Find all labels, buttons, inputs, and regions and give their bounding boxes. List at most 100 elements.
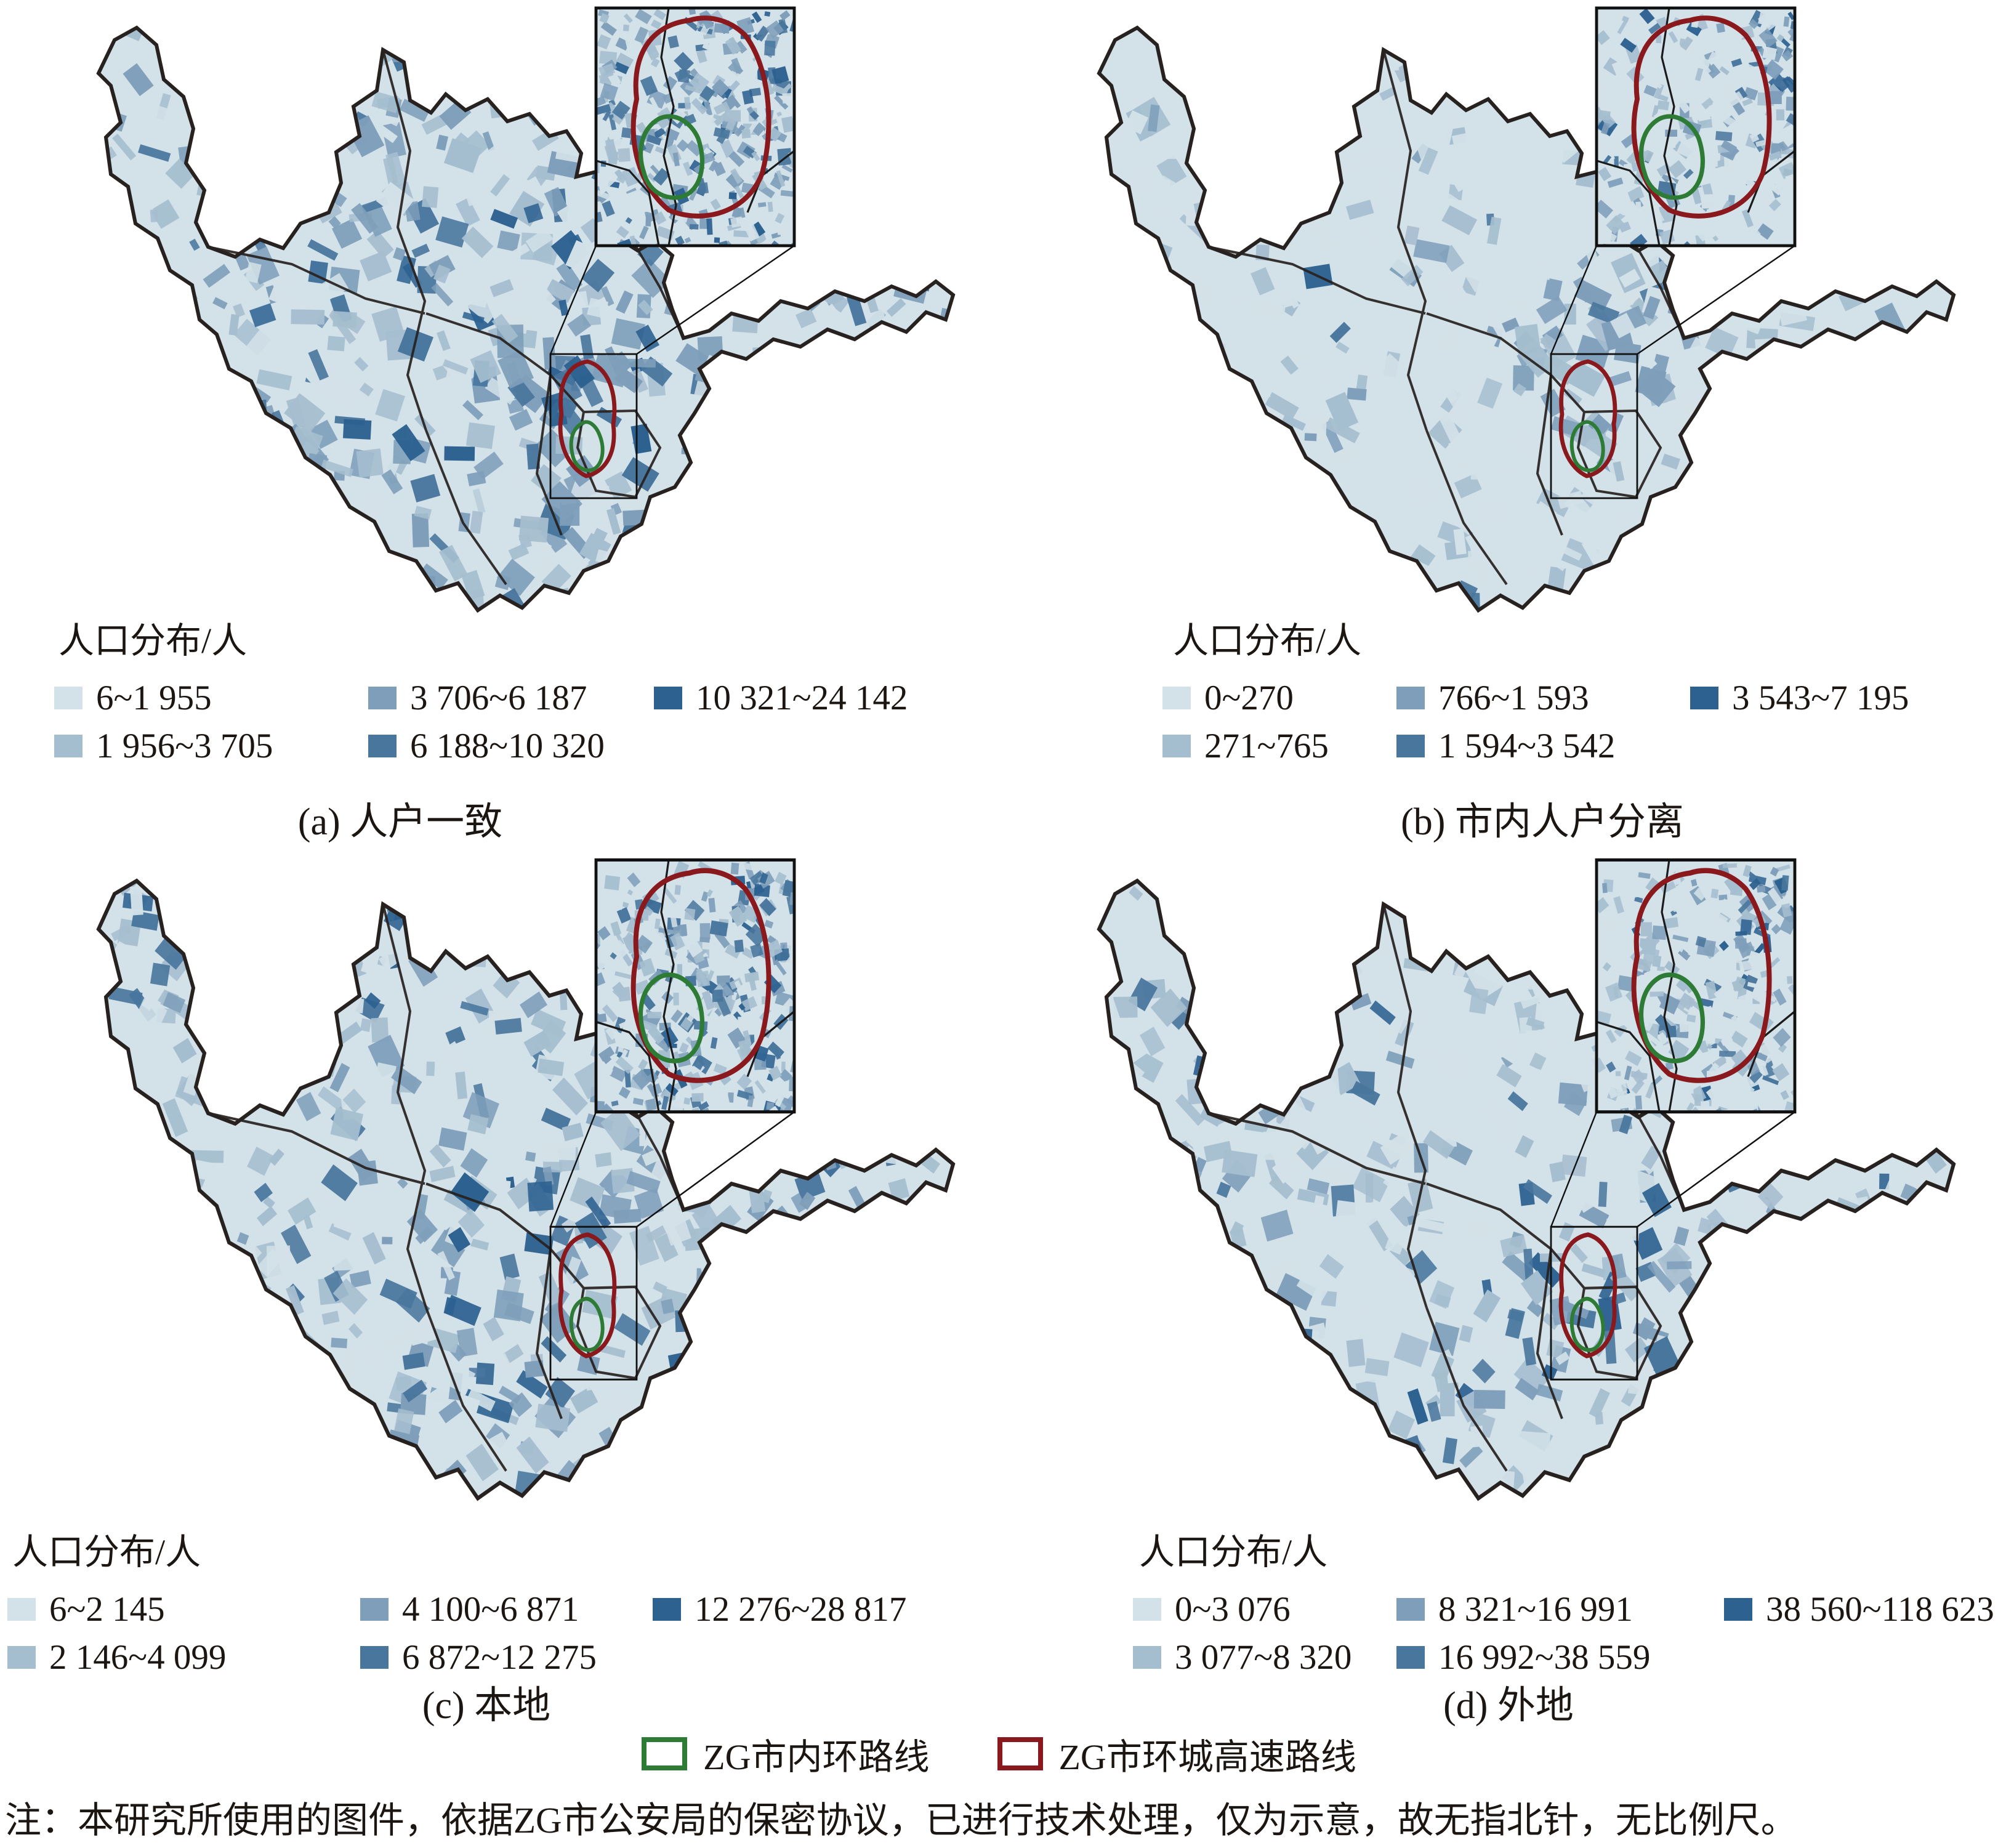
legend-swatch-class2 bbox=[1133, 1645, 1161, 1669]
ring-expressway-line bbox=[1558, 359, 1617, 478]
zoom-extent-rect bbox=[549, 353, 638, 499]
legend-swatch-class3 bbox=[1396, 686, 1425, 709]
legend-item: 3 077~8 320 bbox=[1133, 1638, 1351, 1677]
legend-item: 3 543~7 195 bbox=[1690, 679, 1909, 717]
legend-swatch-class5 bbox=[653, 1597, 681, 1621]
inset-connector-line bbox=[549, 245, 597, 355]
inset-census-cells bbox=[1597, 8, 1795, 246]
legend-item: 38 560~118 623 bbox=[1724, 1590, 1994, 1629]
ring-expressway-line bbox=[1558, 1232, 1617, 1358]
inset-connector-line bbox=[1550, 245, 1598, 355]
legend-swatch-class3 bbox=[360, 1597, 389, 1621]
city-boundary-outline bbox=[1097, 25, 1956, 613]
map-panel-b bbox=[1019, 3, 1980, 619]
map-panel-a bbox=[18, 3, 979, 619]
map-svg-b bbox=[1097, 6, 1956, 613]
panel-caption-c: (c) 本地 bbox=[422, 1685, 551, 1727]
legend-item: 8 321~16 991 bbox=[1396, 1590, 1633, 1629]
legend-swatch-class1 bbox=[54, 686, 83, 709]
inset-inner-ring-line bbox=[638, 114, 704, 200]
legend-item: 0~270 bbox=[1162, 679, 1294, 717]
legend-swatch-class4 bbox=[1396, 734, 1425, 757]
zoom-extent-rect bbox=[549, 1225, 638, 1381]
legend-item: 10 321~24 142 bbox=[654, 679, 908, 717]
legend-item: 12 276~28 817 bbox=[653, 1590, 906, 1629]
inset-connector-line bbox=[636, 1111, 795, 1228]
inner-ring-line bbox=[569, 420, 605, 472]
city-boundary-outline bbox=[96, 25, 956, 613]
legend-swatch-class2 bbox=[7, 1645, 36, 1669]
city-boundary-outline bbox=[96, 878, 956, 1501]
panel-caption-d: (d) 外地 bbox=[1443, 1685, 1574, 1727]
panel-caption-a: (a) 人户一致 bbox=[297, 801, 503, 843]
legend-item: 6~1 955 bbox=[54, 679, 212, 717]
map-panel-c bbox=[18, 855, 979, 1507]
road-legend-item-ring-expressway: ZG市环城高速路线 bbox=[997, 1728, 1356, 1780]
inset-connector-line bbox=[1637, 245, 1795, 355]
road-legend-item-inner-ring: ZG市内环路线 bbox=[642, 1728, 930, 1780]
legend-item: 1 956~3 705 bbox=[54, 727, 273, 765]
legend-swatch-class4 bbox=[1396, 1645, 1425, 1669]
zoom-extent-rect bbox=[1550, 353, 1638, 499]
legend-swatch-class1 bbox=[1162, 686, 1191, 709]
inset-border bbox=[594, 858, 796, 1114]
legend-item: 2 146~4 099 bbox=[7, 1638, 226, 1677]
map-panel-d bbox=[1019, 855, 1980, 1507]
legend-swatch-class2 bbox=[54, 734, 83, 757]
road-legend: ZG市内环路线 ZG市环城高速路线 bbox=[0, 1728, 1998, 1780]
inset-inner-ring-line bbox=[1639, 114, 1705, 200]
legend-title-c: 人口分布/人 bbox=[12, 1532, 201, 1572]
legend-item: 0~3 076 bbox=[1133, 1590, 1291, 1629]
inset-border bbox=[1595, 858, 1797, 1114]
inset-border bbox=[1595, 6, 1797, 248]
inner-ring-swatch-icon bbox=[642, 1737, 688, 1770]
inset-connector-line bbox=[636, 245, 795, 355]
figure-footnote: 注：本研究所使用的图件，依据ZG市公安局的保密协议，已进行技术处理，仅为示意，故… bbox=[5, 1800, 1797, 1841]
inset-connector-line bbox=[549, 1112, 597, 1227]
legend-item: 1 594~3 542 bbox=[1396, 727, 1615, 765]
legend-title-a: 人口分布/人 bbox=[58, 621, 248, 661]
legend-swatch-class5 bbox=[1724, 1597, 1752, 1621]
inset-inner-ring-line bbox=[638, 972, 704, 1063]
city-boundary-outline bbox=[1097, 878, 1956, 1501]
legend-item: 766~1 593 bbox=[1396, 679, 1589, 717]
legend-swatch-class4 bbox=[368, 734, 397, 757]
legend-swatch-class4 bbox=[360, 1645, 389, 1669]
map-svg-a bbox=[96, 6, 956, 613]
inner-ring-line bbox=[569, 1296, 605, 1352]
inset-connector-line bbox=[1550, 1112, 1598, 1227]
inset-ring-expressway-line bbox=[630, 868, 771, 1083]
census-cells bbox=[99, 881, 953, 1499]
legend-title-d: 人口分布/人 bbox=[1139, 1532, 1328, 1572]
legend-item: 4 100~6 871 bbox=[360, 1590, 579, 1629]
ring-expressway-swatch-icon bbox=[997, 1737, 1043, 1770]
map-svg-c bbox=[96, 858, 956, 1501]
legend-title-b: 人口分布/人 bbox=[1173, 621, 1362, 661]
legend-item: 6 872~12 275 bbox=[360, 1638, 597, 1677]
legend-item: 3 706~6 187 bbox=[368, 679, 587, 717]
legend-swatch-class2 bbox=[1162, 734, 1191, 757]
map-svg-d bbox=[1097, 858, 1956, 1501]
inset-ring-expressway-line bbox=[630, 15, 771, 219]
zoom-extent-rect bbox=[1550, 1225, 1638, 1381]
ring-expressway-line bbox=[558, 359, 617, 478]
legend-item: 6~2 145 bbox=[7, 1590, 165, 1629]
inner-ring-line bbox=[1569, 420, 1605, 472]
legend-swatch-class5 bbox=[654, 686, 682, 709]
city-boundary-fill bbox=[1099, 28, 1954, 610]
legend-swatch-class1 bbox=[7, 1597, 36, 1621]
legend-swatch-class5 bbox=[1690, 686, 1718, 709]
inset-connector-line bbox=[1637, 1111, 1795, 1228]
ring-expressway-line bbox=[558, 1232, 617, 1358]
inset-ring-expressway-line bbox=[1631, 15, 1772, 219]
inset-ring-expressway-line bbox=[1631, 868, 1772, 1083]
legend-swatch-class3 bbox=[1396, 1597, 1425, 1621]
legend-item: 16 992~38 559 bbox=[1396, 1638, 1650, 1677]
inner-ring-line bbox=[1569, 1296, 1605, 1352]
legend-item: 6 188~10 320 bbox=[368, 727, 605, 765]
inset-inner-ring-line bbox=[1639, 972, 1705, 1063]
legend-swatch-class3 bbox=[368, 686, 397, 709]
legend-swatch-class1 bbox=[1133, 1597, 1161, 1621]
panel-caption-b: (b) 市内人户分离 bbox=[1401, 801, 1684, 843]
legend-item: 271~765 bbox=[1162, 727, 1329, 765]
